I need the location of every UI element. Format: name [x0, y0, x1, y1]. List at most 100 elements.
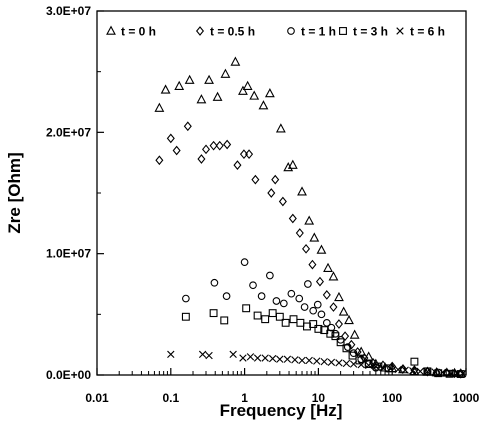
legend-label: t = 3 h	[353, 25, 388, 39]
data-point-cross	[305, 356, 313, 365]
data-point-triangle	[323, 262, 333, 272]
data-point-triangle	[264, 88, 275, 98]
data-point-circle	[349, 349, 358, 358]
data-point-square	[261, 315, 270, 324]
data-point-triangle	[249, 90, 260, 100]
data-point-triangle	[160, 84, 171, 94]
data-point-diamond	[155, 155, 164, 166]
data-point-cross	[445, 369, 454, 377]
data-point-cross	[283, 355, 292, 363]
data-point-triangle	[204, 74, 214, 84]
data-point-cross	[379, 364, 387, 372]
data-point-triangle	[154, 102, 165, 112]
data-point-diamond	[295, 228, 304, 238]
legend-item: t = 6 h	[396, 25, 445, 39]
data-point-triangle	[184, 74, 195, 84]
data-point-circle	[257, 292, 266, 300]
data-point-triangle	[356, 346, 367, 356]
data-point-square	[423, 367, 432, 376]
data-point-diamond	[267, 188, 276, 198]
data-point-cross	[246, 353, 255, 361]
y-tick-label: 1.0E+07	[46, 247, 91, 261]
data-point-cross	[198, 350, 207, 359]
data-point-diamond	[288, 213, 297, 224]
data-point-square	[268, 309, 277, 318]
data-point-cross	[453, 369, 461, 377]
data-point-cross	[298, 356, 306, 365]
data-point-diamond	[347, 339, 356, 350]
data-point-cross	[253, 354, 262, 362]
x-tick-label: 0.01	[85, 391, 109, 405]
data-point-triangle	[212, 91, 223, 101]
legend-item: t = 1 h	[287, 25, 336, 39]
data-point-triangle	[220, 68, 231, 78]
data-point-triangle	[297, 186, 307, 196]
data-point-square	[314, 324, 323, 333]
data-point-triangle	[258, 100, 269, 110]
data-point-cross	[386, 365, 395, 373]
legend-marker-circle	[287, 27, 295, 35]
x-tick-label: 10	[312, 391, 326, 405]
legend-label: t = 1 h	[301, 25, 336, 39]
data-point-triangle	[349, 329, 360, 339]
data-point-triangle	[238, 85, 248, 95]
data-point-triangle	[309, 232, 320, 242]
x-tick-label: 1000	[453, 391, 480, 405]
data-point-cross	[357, 360, 365, 369]
legend-marker-triangle	[106, 25, 116, 35]
data-point-diamond	[322, 290, 331, 300]
data-point-square	[181, 312, 190, 321]
data-point-cross	[409, 367, 417, 375]
data-point-square	[348, 351, 357, 360]
data-point-triangle	[338, 306, 349, 316]
data-point-cross	[276, 355, 284, 363]
data-point-circle	[182, 294, 190, 303]
data-point-circle	[279, 299, 288, 308]
data-point-square	[384, 364, 393, 373]
legend-label: t = 0.5 h	[210, 25, 255, 39]
data-point-diamond	[423, 366, 432, 377]
data-point-cross	[320, 357, 328, 366]
data-point-cross	[327, 358, 336, 366]
series-diamond	[155, 121, 465, 379]
data-point-cross	[416, 367, 424, 376]
x-tick-label: 1	[241, 391, 248, 405]
data-point-square	[281, 318, 290, 327]
data-point-square	[342, 344, 351, 353]
data-point-cross	[342, 359, 351, 368]
data-point-square	[364, 360, 373, 369]
data-point-triangle	[328, 271, 339, 281]
data-point-circle	[210, 278, 219, 287]
data-point-diamond	[183, 121, 192, 132]
data-point-cross	[349, 360, 358, 368]
legend-marker-diamond	[195, 26, 205, 36]
x-axis-ticks: 0.01 0.1 1 10 100 1000	[85, 368, 480, 405]
y-tick-label: 0.0E+00	[46, 368, 91, 382]
data-point-diamond	[172, 145, 181, 156]
data-point-cross	[291, 356, 299, 364]
data-point-square	[303, 322, 311, 331]
data-point-square	[410, 357, 419, 366]
data-point-square	[289, 315, 298, 324]
data-point-diamond	[302, 243, 311, 254]
data-point-circle	[313, 300, 322, 309]
series-cross	[167, 350, 467, 378]
data-point-cross	[229, 350, 237, 359]
data-point-square	[296, 318, 305, 327]
data-point-cross	[167, 350, 175, 359]
data-point-square	[355, 356, 364, 365]
data-point-diamond	[245, 149, 254, 160]
data-point-diamond	[209, 140, 218, 151]
data-point-triangle	[334, 291, 344, 302]
data-point-triangle	[230, 56, 241, 66]
data-point-circle	[240, 258, 249, 267]
data-point-triangle	[304, 215, 315, 225]
data-point-triangle	[196, 94, 207, 104]
data-point-diamond	[410, 365, 419, 376]
data-point-diamond	[251, 174, 260, 185]
data-point-cross	[313, 357, 321, 365]
y-axis-ticks: 0.0E+00 1.0E+07 2.0E+07 3.0E+07	[46, 4, 104, 382]
data-point-diamond	[215, 140, 224, 151]
data-point-square	[331, 332, 340, 341]
